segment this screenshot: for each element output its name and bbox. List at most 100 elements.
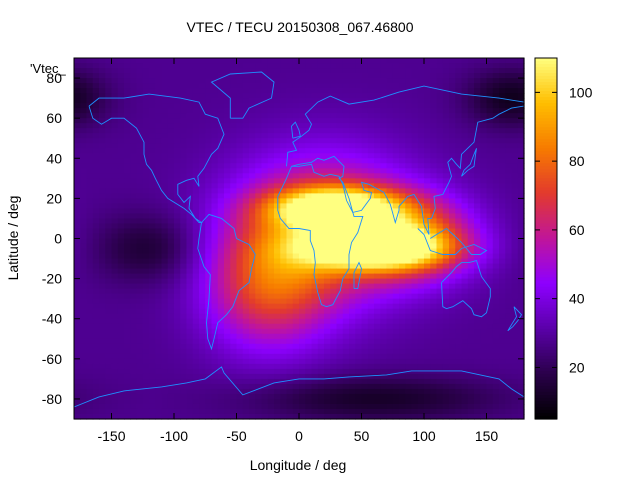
heatmap-cell bbox=[236, 183, 244, 189]
heatmap-cell bbox=[80, 168, 88, 174]
heatmap-cell bbox=[399, 333, 406, 340]
heatmap-cell bbox=[517, 388, 525, 395]
heatmap-cell bbox=[249, 353, 256, 360]
heatmap-cell bbox=[217, 338, 225, 345]
heatmap-cell bbox=[155, 238, 163, 245]
heatmap-cell bbox=[492, 118, 500, 124]
heatmap-cell bbox=[480, 253, 488, 260]
heatmap-cell bbox=[99, 68, 106, 74]
heatmap-cell bbox=[455, 283, 463, 290]
heatmap-cell bbox=[355, 358, 363, 365]
heatmap-cell bbox=[299, 378, 306, 385]
heatmap-cell bbox=[349, 78, 356, 84]
heatmap-cell bbox=[255, 108, 263, 114]
heatmap-cell bbox=[74, 68, 81, 74]
heatmap-cell bbox=[205, 393, 213, 400]
heatmap-cell bbox=[105, 338, 113, 345]
heatmap-cell bbox=[361, 228, 369, 235]
heatmap-cell bbox=[242, 173, 250, 179]
heatmap-cell bbox=[92, 343, 100, 350]
heatmap-cell bbox=[436, 158, 444, 164]
heatmap-cell bbox=[355, 63, 363, 69]
heatmap-cell bbox=[174, 133, 181, 139]
heatmap-cell bbox=[267, 308, 275, 315]
heatmap-cell bbox=[480, 243, 488, 250]
heatmap-cell bbox=[99, 233, 106, 240]
heatmap-cell bbox=[430, 383, 438, 390]
heatmap-cell bbox=[249, 338, 256, 345]
heatmap-cell bbox=[192, 273, 200, 280]
heatmap-cell bbox=[424, 78, 431, 84]
heatmap-cell bbox=[349, 98, 356, 104]
heatmap-cell bbox=[224, 108, 231, 114]
heatmap-cell bbox=[311, 128, 319, 134]
heatmap-cell bbox=[330, 208, 338, 215]
heatmap-cell bbox=[180, 293, 188, 300]
heatmap-cell bbox=[386, 243, 394, 250]
heatmap-cell bbox=[436, 258, 444, 265]
heatmap-cell bbox=[99, 353, 106, 360]
heatmap-cell bbox=[186, 353, 194, 360]
heatmap-cell bbox=[461, 68, 469, 74]
heatmap-cell bbox=[174, 323, 181, 330]
heatmap-cell bbox=[105, 188, 113, 194]
heatmap-cell bbox=[324, 283, 331, 290]
heatmap-cell bbox=[280, 208, 288, 215]
heatmap-cell bbox=[111, 273, 119, 280]
heatmap-cell bbox=[499, 73, 506, 79]
heatmap-cell bbox=[230, 58, 238, 64]
heatmap-cell bbox=[405, 168, 413, 174]
heatmap-cell bbox=[186, 278, 194, 285]
heatmap-cell bbox=[411, 298, 419, 305]
heatmap-cell bbox=[455, 303, 463, 310]
heatmap-cell bbox=[392, 348, 400, 355]
heatmap-cell bbox=[317, 293, 325, 300]
heatmap-cell bbox=[517, 113, 525, 119]
heatmap-cell bbox=[411, 93, 419, 99]
heatmap-cell bbox=[92, 153, 100, 159]
heatmap-cell bbox=[311, 68, 319, 74]
heatmap-cell bbox=[99, 73, 106, 79]
heatmap-cell bbox=[99, 288, 106, 295]
heatmap-cell bbox=[74, 83, 81, 89]
heatmap-cell bbox=[424, 248, 431, 255]
heatmap-cell bbox=[492, 263, 500, 270]
heatmap-cell bbox=[430, 323, 438, 330]
heatmap-cell bbox=[249, 253, 256, 260]
heatmap-cell bbox=[374, 273, 381, 280]
heatmap-cell bbox=[505, 168, 513, 174]
heatmap-cell bbox=[305, 148, 313, 154]
heatmap-cell bbox=[211, 178, 219, 184]
heatmap-cell bbox=[280, 213, 288, 220]
heatmap-cell bbox=[111, 233, 119, 240]
heatmap-cell bbox=[174, 173, 181, 179]
heatmap-cell bbox=[405, 73, 413, 79]
heatmap-cell bbox=[136, 263, 144, 270]
heatmap-cell bbox=[324, 168, 331, 174]
heatmap-cell bbox=[255, 223, 263, 230]
heatmap-cell bbox=[511, 223, 519, 230]
heatmap-cell bbox=[267, 393, 275, 400]
heatmap-cell bbox=[92, 368, 100, 375]
heatmap-cell bbox=[99, 143, 106, 149]
heatmap-cell bbox=[242, 108, 250, 114]
heatmap-cell bbox=[455, 368, 463, 375]
heatmap-cell bbox=[442, 363, 450, 370]
heatmap-cell bbox=[74, 108, 81, 114]
heatmap-cell bbox=[492, 133, 500, 139]
heatmap-cell bbox=[86, 253, 94, 260]
heatmap-cell bbox=[342, 138, 350, 144]
heatmap-cell bbox=[149, 343, 156, 350]
heatmap-cell bbox=[436, 353, 444, 360]
heatmap-cell bbox=[449, 73, 456, 79]
heatmap-cell bbox=[505, 373, 513, 380]
heatmap-cell bbox=[361, 168, 369, 174]
heatmap-cell bbox=[255, 238, 263, 245]
heatmap-cell bbox=[180, 138, 188, 144]
heatmap-cell bbox=[174, 198, 181, 204]
heatmap-cell bbox=[342, 183, 350, 189]
heatmap-cell bbox=[74, 358, 81, 365]
heatmap-cell bbox=[199, 378, 206, 385]
heatmap-cell bbox=[517, 148, 525, 154]
heatmap-cell bbox=[486, 328, 494, 335]
